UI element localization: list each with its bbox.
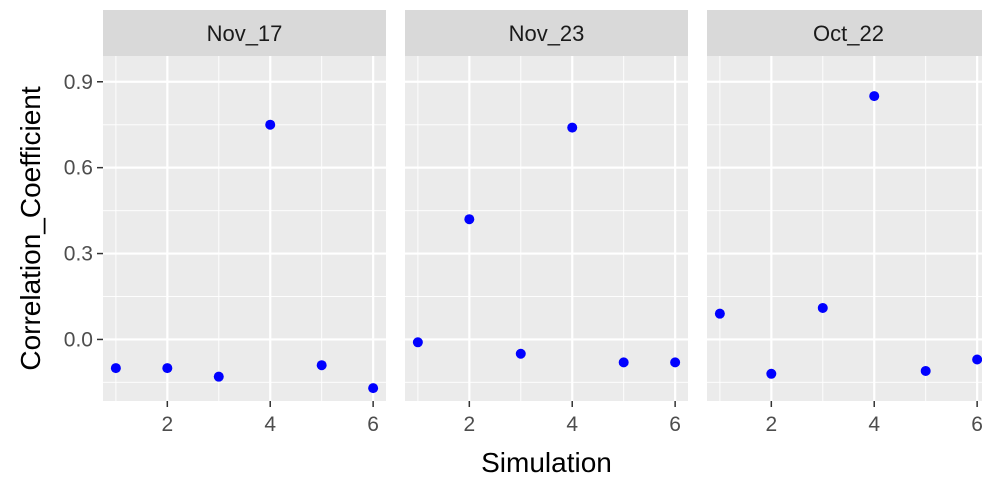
data-point (412, 337, 423, 348)
data-point (920, 365, 931, 376)
x-tick-label: 4 (868, 413, 880, 436)
data-point (515, 348, 526, 359)
facet-strip (707, 10, 982, 56)
gridlines (405, 56, 688, 401)
data-point (567, 122, 578, 133)
data-point (368, 383, 379, 394)
y-tick-label: 0.3 (64, 243, 93, 266)
data-point (316, 360, 327, 371)
y-tick-label: 0.6 (64, 157, 93, 180)
y-axis-title: Correlation_Coefficient (15, 86, 46, 371)
facet-panel-1: Nov_17 (103, 10, 386, 401)
y-axis: 0.0 0.3 0.6 0.9 (64, 71, 103, 351)
y-tick-label: 0.0 (64, 328, 93, 351)
data-point (714, 308, 725, 319)
data-point (162, 363, 173, 374)
x-tick-label: 2 (161, 413, 173, 436)
x-tick-label: 6 (669, 413, 681, 436)
data-point (265, 119, 276, 130)
gridlines (103, 56, 386, 401)
data-point (766, 368, 777, 379)
data-point (464, 214, 475, 225)
data-points (412, 122, 681, 368)
y-tick-label: 0.9 (64, 71, 93, 94)
x-tick-label: 6 (971, 413, 982, 436)
gridlines (707, 56, 982, 401)
panel-background (707, 56, 982, 401)
facet-strip-label: Nov_17 (207, 21, 283, 46)
data-point (670, 357, 681, 368)
panel-background (405, 56, 688, 401)
facet-strip (103, 10, 386, 56)
data-point (817, 302, 828, 313)
data-point (972, 354, 982, 365)
x-axes: 2 4 6 2 4 6 2 4 6 (161, 401, 982, 436)
x-tick-label: 2 (765, 413, 777, 436)
facet-panel-2: Nov_23 (405, 10, 688, 401)
facet-strip-label: Nov_23 (509, 21, 585, 46)
x-tick-label: 4 (264, 413, 276, 436)
data-points (714, 91, 982, 379)
facet-panel-3: Oct_22 (707, 10, 982, 401)
facet-strip (405, 10, 688, 56)
x-axis-title: Simulation (481, 447, 612, 478)
data-point (213, 371, 224, 382)
data-point (110, 363, 121, 374)
facet-panels: Nov_17 Nov_23 Oct_22 (103, 10, 982, 401)
x-tick-label: 4 (566, 413, 578, 436)
data-point (618, 357, 629, 368)
facet-strip-label: Oct_22 (813, 21, 884, 46)
x-tick-label: 2 (463, 413, 475, 436)
x-tick-label: 6 (367, 413, 379, 436)
panel-background (103, 56, 386, 401)
data-point (869, 91, 880, 102)
data-points (110, 119, 379, 394)
